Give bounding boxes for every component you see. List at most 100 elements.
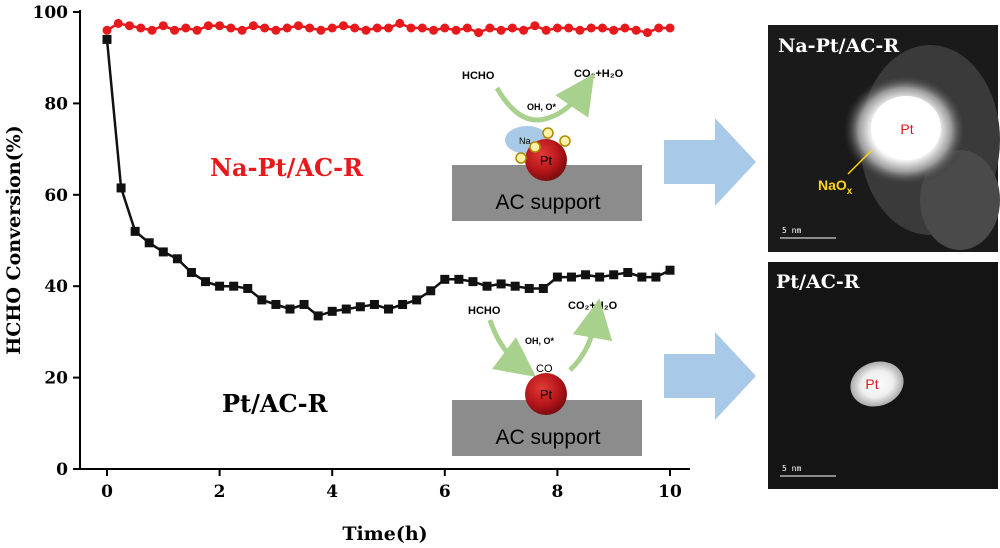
data-point [226, 23, 236, 33]
data-point [654, 23, 664, 33]
data-point [201, 277, 211, 287]
na-series-label: Na-Pt/AC-R [210, 153, 364, 182]
data-point [609, 25, 619, 35]
micrograph-bottom: Pt Pt/AC-R 5 nm [768, 262, 998, 489]
pt-label-micrograph-bottom: Pt [865, 376, 878, 392]
shell-label-sub: x [847, 186, 853, 197]
y-tick-label: 0 [56, 460, 68, 480]
data-point [181, 23, 191, 33]
micrograph-top-title: Na-Pt/AC-R [778, 35, 899, 57]
chart: 0 2 4 6 8 10 0 20 40 60 80 100 Time(h) HCHO Conver… [3, 3, 690, 545]
data-point [530, 21, 540, 31]
data-point [203, 21, 213, 31]
data-point [417, 23, 427, 33]
data-point [237, 25, 247, 35]
data-point [172, 254, 182, 264]
pt-label-bottom: Pt [540, 387, 553, 402]
x-axis-title: Time(h) [342, 523, 427, 545]
data-point [338, 21, 348, 31]
data-point [293, 21, 303, 31]
data-point [350, 23, 360, 33]
micrograph-top: Pt NaOx Na-Pt/AC-R 5 nm [768, 25, 1000, 252]
data-point [316, 25, 326, 35]
series-na-pt-ac-r [102, 18, 675, 38]
x-tick-label: 10 [658, 482, 682, 502]
data-point [552, 272, 562, 282]
data-point [186, 267, 196, 277]
data-point [524, 283, 534, 293]
y-tick-label: 60 [44, 186, 68, 206]
data-point [158, 21, 168, 31]
data-point [361, 25, 371, 35]
scale-label-bottom: 5 nm [782, 464, 801, 473]
y-ticks: 0 20 40 60 80 100 [33, 3, 80, 480]
support-label-bottom: AC support [495, 426, 600, 449]
data-point [429, 25, 439, 35]
schematic-bottom: AC support HCHO CO₂+H₂O OH, O* CO Pt [452, 298, 756, 456]
data-point [507, 23, 517, 33]
cycle-arrow-bottom-out [568, 298, 613, 372]
data-point [398, 299, 408, 309]
data-point [395, 18, 405, 28]
data-point [575, 25, 585, 35]
data-point [372, 23, 382, 33]
reactant-label-top: HCHO [462, 70, 495, 82]
data-point [637, 272, 647, 282]
data-point [426, 286, 436, 296]
y-tick-label: 20 [44, 369, 68, 389]
x-tick-label: 0 [101, 482, 113, 502]
data-point [586, 23, 596, 33]
product-label-bottom: CO₂+H₂O [568, 300, 618, 312]
oxygen-dots [515, 127, 571, 164]
data-point [609, 270, 619, 280]
data-point [215, 281, 225, 291]
arrow-top [664, 118, 756, 206]
data-point [581, 270, 591, 280]
pt-particle-bottom [525, 373, 567, 415]
y-tick-label: 80 [44, 94, 68, 114]
intermediates-label-top: OH, O* [527, 102, 557, 112]
co-label: CO [536, 363, 553, 375]
data-point [327, 23, 337, 33]
y-tick-label: 100 [33, 3, 69, 23]
data-point [102, 34, 112, 44]
data-point [271, 25, 281, 35]
data-point [384, 23, 393, 33]
data-point [510, 281, 520, 291]
cycle-arrow-bottom-in [487, 319, 536, 378]
pt-label-micrograph-top: Pt [900, 121, 913, 137]
data-point [243, 283, 253, 293]
micrograph-bottom-title: Pt/AC-R [776, 271, 860, 293]
data-point [468, 277, 478, 287]
y-axis-title: HCHO Conversion(%) [3, 125, 25, 354]
reactant-label-bottom: HCHO [468, 305, 501, 317]
data-point [623, 267, 633, 277]
data-point [282, 23, 292, 33]
data-point [113, 18, 123, 28]
x-tick-label: 2 [214, 482, 226, 502]
data-point [144, 238, 154, 248]
series-layer [102, 18, 675, 321]
data-point [215, 21, 225, 31]
data-point [496, 279, 506, 289]
intermediates-label-bottom: OH, O* [525, 336, 555, 346]
data-point [355, 302, 365, 312]
data-point [665, 23, 675, 33]
schematic-top: AC support HCHO CO₂+H₂O OH, O* Na Pt [452, 68, 756, 221]
data-point [170, 25, 180, 35]
o-dot [515, 152, 527, 164]
data-point [192, 25, 202, 35]
data-point [158, 247, 168, 257]
data-point [136, 23, 146, 33]
data-point [285, 304, 295, 314]
data-point [384, 304, 393, 314]
support-label-top: AC support [495, 191, 600, 214]
arrow-bottom [664, 332, 756, 420]
data-point [451, 25, 461, 35]
na-label: Na [519, 136, 531, 146]
data-point [229, 281, 239, 291]
data-point [454, 274, 464, 284]
data-point [631, 25, 641, 35]
x-tick-label: 6 [439, 482, 451, 502]
data-point [248, 21, 258, 31]
